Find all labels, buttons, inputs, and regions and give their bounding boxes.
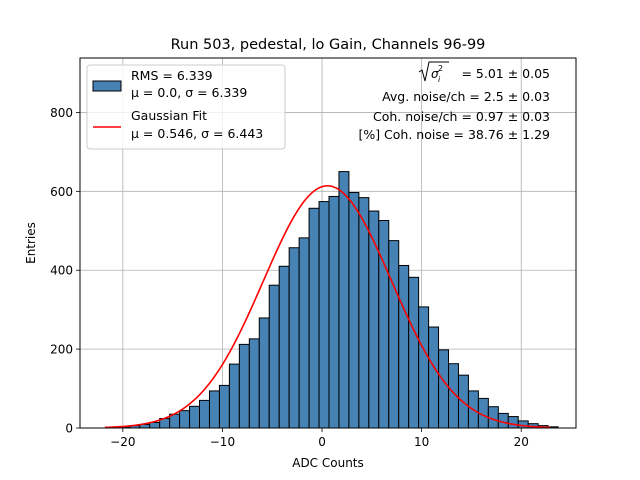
histogram-bar (268, 284, 280, 429)
histogram-bar (308, 207, 320, 429)
histogram-bar (149, 421, 161, 429)
histogram-bar (368, 210, 380, 429)
chart-title: Run 503, pedestal, lo Gain, Channels 96-… (171, 37, 486, 53)
histogram-bar (258, 317, 270, 429)
svg-text:i: i (438, 75, 441, 84)
histogram-bar (228, 363, 240, 429)
x-tick-label: 10 (414, 435, 429, 449)
plot-frame (79, 57, 577, 429)
x-tick-label: 20 (514, 435, 529, 449)
x-tick-label: −10 (210, 435, 235, 449)
annotation-avg-noise: Avg. noise/ch = 2.5 ± 0.03 (382, 89, 550, 104)
histogram-bar (298, 237, 310, 429)
histogram-bar (318, 201, 330, 429)
legend-box (86, 64, 286, 150)
y-tick-label: 400 (50, 264, 73, 278)
y-axis-ticks: 0 200 400 600 800 (50, 106, 80, 436)
legend-fit-label: Gaussian Fit (131, 108, 207, 123)
svg-text:σ: σ (431, 67, 439, 81)
histogram-bar (288, 247, 300, 429)
legend-histogram-swatch (92, 80, 122, 92)
x-tick-label: −20 (110, 435, 135, 449)
legend: RMS = 6.339 μ = 0.0, σ = 6.339 Gaussian … (86, 64, 286, 150)
histogram-bar (428, 326, 440, 429)
x-axis-label: ADC Counts (292, 456, 364, 470)
histogram-bar (278, 265, 290, 429)
x-axis-ticks: −20 −10 0 10 20 (110, 428, 529, 449)
y-tick-label: 600 (50, 185, 73, 199)
annotation-coh-noise-percent: [%] Coh. noise = 38.76 ± 1.29 (358, 127, 550, 142)
histogram-bar (418, 306, 430, 429)
histogram-bars (109, 171, 559, 429)
histogram-bar (378, 220, 390, 429)
histogram-bar (248, 338, 260, 429)
histogram-bar (328, 195, 340, 429)
y-tick-label: 800 (50, 106, 73, 120)
annotation-block: σ i 2 = 5.01 ± 0.05 Avg. noise/ch = 2.5 … (358, 61, 550, 142)
legend-histogram-stats: μ = 0.0, σ = 6.339 (131, 85, 247, 100)
histogram-bar (398, 264, 410, 429)
annotation-sigma-value: = 5.01 ± 0.05 (461, 66, 550, 81)
annotation-coh-noise: Coh. noise/ch = 0.97 ± 0.03 (373, 109, 550, 124)
histogram-bar (208, 390, 220, 429)
histogram-bar (517, 420, 529, 429)
y-tick-label: 0 (65, 422, 73, 436)
histogram-bar (189, 405, 201, 429)
gaussian-fit-curve (104, 184, 551, 429)
histogram-bar (348, 192, 360, 429)
legend-histogram-label: RMS = 6.339 (131, 68, 213, 83)
x-tick-label: 0 (318, 435, 326, 449)
y-axis-label: Entries (24, 222, 38, 264)
histogram-bar (179, 410, 191, 429)
histogram-bar (388, 240, 400, 429)
y-tick-label: 200 (50, 343, 73, 357)
histogram-bar (238, 343, 250, 429)
legend-fit-stats: μ = 0.546, σ = 6.443 (131, 126, 263, 141)
svg-text:2: 2 (438, 64, 443, 73)
histogram-bar (507, 416, 519, 429)
sqrt-sigma-symbol: σ i 2 (418, 61, 449, 84)
histogram-bar (338, 171, 350, 429)
histogram-bar (199, 399, 210, 429)
histogram-bar (408, 276, 420, 429)
histogram-bar (218, 384, 230, 429)
histogram-bar (438, 349, 450, 429)
histogram-bar (358, 197, 370, 429)
